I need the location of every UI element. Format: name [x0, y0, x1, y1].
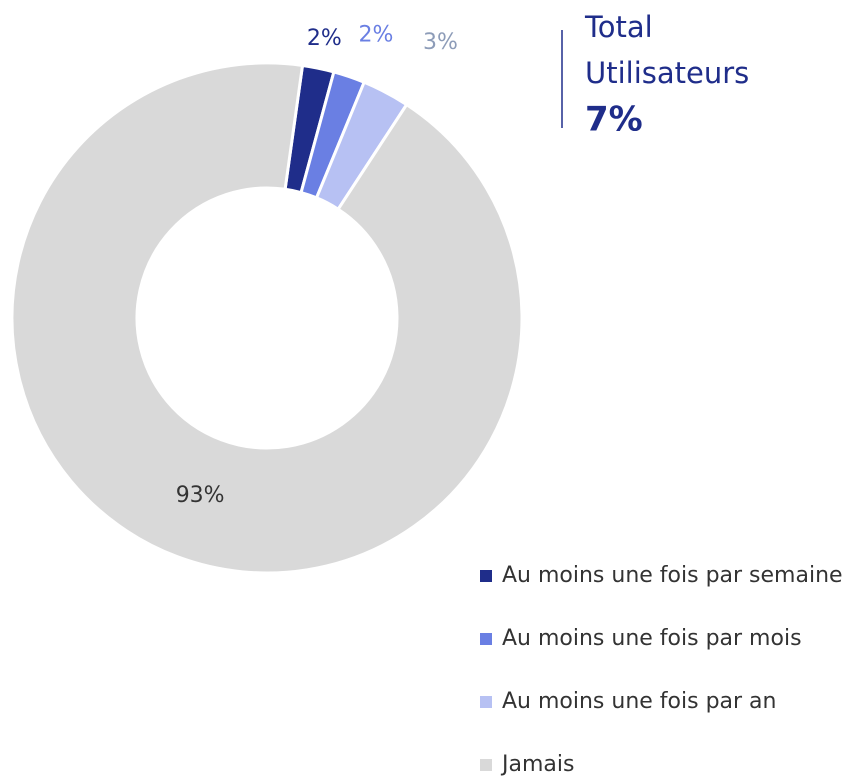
legend-swatch [480, 570, 492, 582]
legend-label: Au moins une fois par semaine [502, 563, 843, 588]
donut-segment [10, 61, 524, 575]
annotation-total: 7% [585, 100, 643, 140]
legend-swatch [480, 759, 492, 771]
data-label: 2% [358, 22, 393, 47]
data-label: 3% [423, 30, 458, 55]
legend-label: Au moins une fois par an [502, 689, 776, 714]
annotation: Total [584, 10, 653, 44]
legend-label: Au moins une fois par mois [502, 626, 802, 651]
data-label: 2% [307, 26, 342, 51]
legend-swatch [480, 696, 492, 708]
data-label: 93% [176, 483, 225, 508]
legend-swatch [480, 633, 492, 645]
legend-label: Jamais [500, 752, 574, 777]
annotation: Utilisateurs [585, 56, 749, 90]
